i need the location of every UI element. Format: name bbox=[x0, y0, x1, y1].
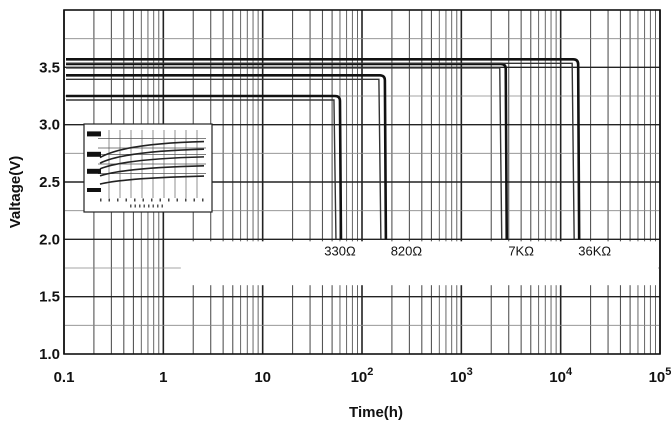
y-tick-label: 1.0 bbox=[39, 346, 60, 363]
series-line-shadow bbox=[66, 67, 503, 240]
x-axis-label: Time(h) bbox=[349, 404, 403, 421]
series-line bbox=[66, 58, 581, 240]
series-line bbox=[66, 94, 343, 240]
series-label: 330Ω bbox=[324, 243, 356, 258]
series-labels: 330Ω 820Ω 7KΩ 36KΩ bbox=[324, 243, 611, 258]
y-axis-label: Valtage(V) bbox=[7, 156, 24, 229]
x-tick-label: 102 bbox=[351, 366, 374, 386]
inset-curve bbox=[99, 156, 205, 170]
inset-curve bbox=[99, 140, 205, 159]
series-line-shadow bbox=[66, 99, 337, 240]
x-tick-label: 104 bbox=[549, 366, 573, 386]
y-tick-labels: 1.0 1.5 2.0 2.5 3.0 3.5 bbox=[39, 59, 60, 363]
x-tick-label: 1 bbox=[159, 369, 167, 386]
y-tick-label: 3.0 bbox=[39, 117, 60, 134]
inset-marker bbox=[87, 131, 101, 137]
series-label: 7KΩ bbox=[508, 243, 534, 258]
y-tick-label: 3.5 bbox=[39, 59, 60, 76]
inset-marker bbox=[87, 168, 101, 174]
inset-curve bbox=[99, 175, 205, 185]
inset-marker bbox=[87, 151, 101, 157]
y-tick-label: 2.5 bbox=[39, 174, 60, 191]
x-tick-label: 10 bbox=[254, 369, 271, 386]
x-tick-label: 103 bbox=[450, 366, 473, 386]
series-line bbox=[66, 74, 388, 240]
inset-curve bbox=[99, 148, 205, 164]
inset-marker bbox=[87, 188, 101, 192]
plot-frame bbox=[63, 9, 661, 355]
discharge-curves bbox=[66, 58, 658, 286]
inset-curve bbox=[99, 165, 205, 177]
series-label: 820Ω bbox=[391, 243, 423, 258]
x-tick-labels: 0.1 1 10 102 103 104 105 bbox=[54, 366, 671, 386]
x-tick-label: 0.1 bbox=[54, 369, 75, 386]
y-tick-label: 1.5 bbox=[39, 289, 60, 306]
series-line-shadow bbox=[66, 78, 382, 240]
inset-chart bbox=[83, 123, 213, 213]
y-tick-label: 2.0 bbox=[39, 231, 60, 248]
series-label: 36KΩ bbox=[578, 243, 611, 258]
series-line-shadow bbox=[66, 62, 575, 240]
x-tick-label: 105 bbox=[649, 366, 671, 386]
label-band bbox=[180, 241, 658, 286]
